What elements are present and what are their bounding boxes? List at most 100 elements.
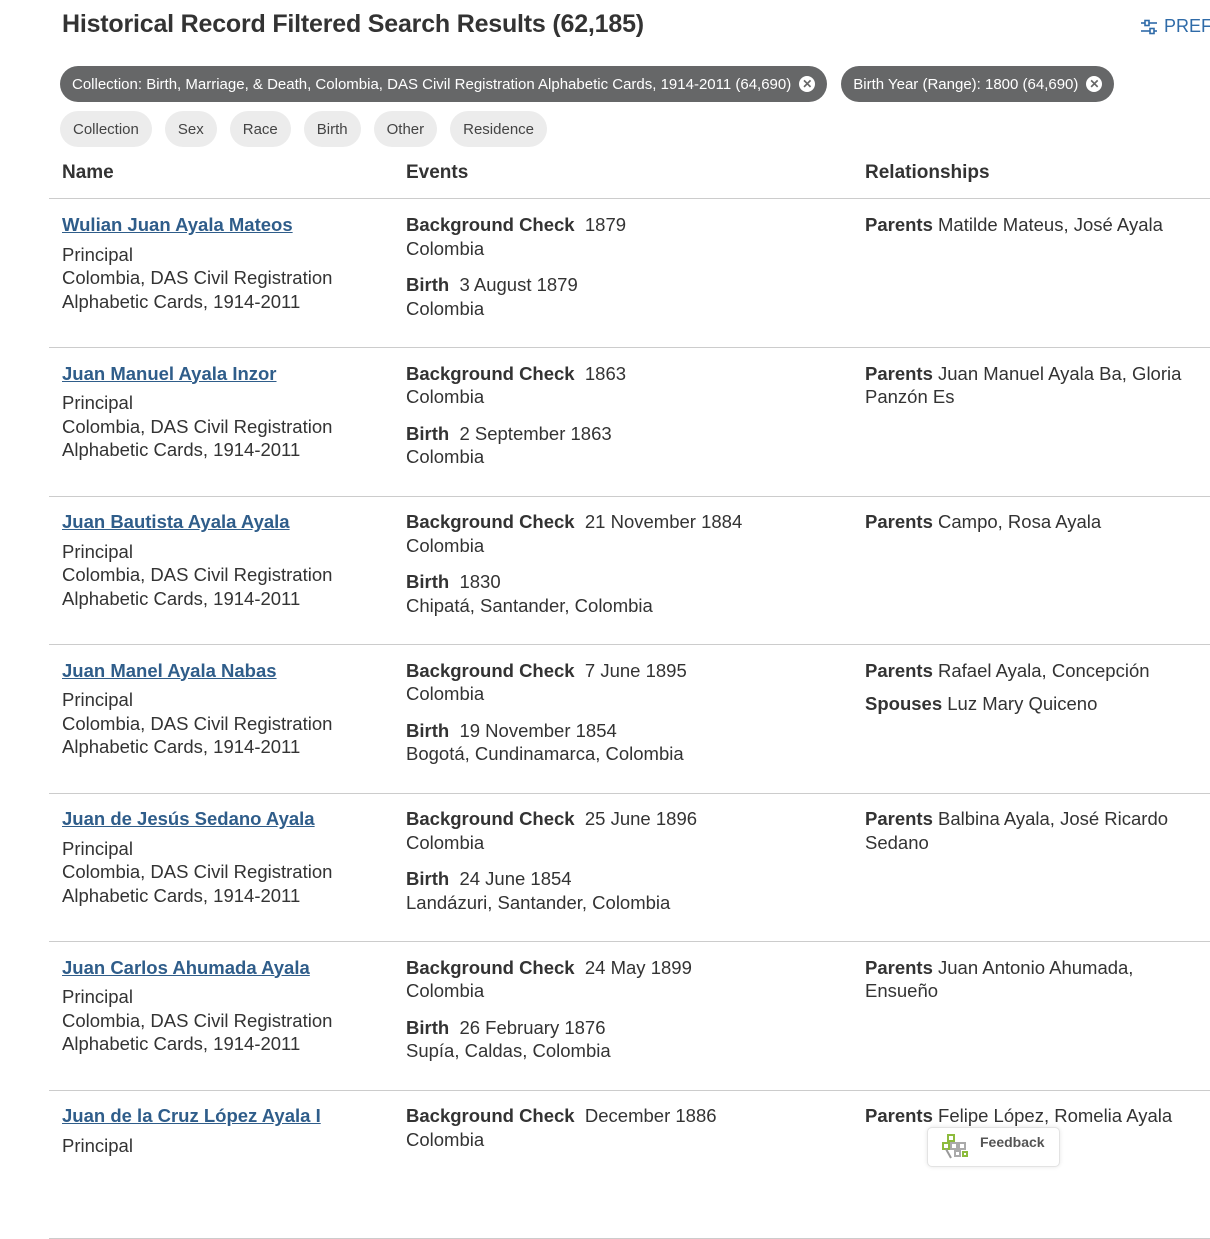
event-place: Colombia [406,980,485,1001]
relationship: Parents Campo, Rosa Ayala [865,510,1205,534]
active-filter-collection[interactable]: Collection: Birth, Marriage, & Death, Co… [60,66,828,102]
event: Background Check 24 May 1899 Colombia [406,956,846,1003]
record-name-link[interactable]: Juan Bautista Ayala Ayala [62,511,290,532]
filter-birth[interactable]: Birth [303,111,361,147]
event-date: 7 June 1895 [584,659,687,681]
record-collection: Colombia, DAS Civil Registration Alphabe… [62,415,333,461]
event: Birth 26 February 1876 Supía, Caldas, Co… [406,1016,846,1063]
family-tree-icon [942,1134,968,1159]
record-collection: Colombia, DAS Civil Registration Alphabe… [62,712,333,758]
relationship-names: Juan Antonio Ahumada, Ensueño [865,956,1134,1002]
relationships-cell: Parents Juan Manuel Ayala Ba, Gloria Pan… [865,362,1205,419]
events-cell: Background Check 7 June 1895 Colombia Bi… [406,659,846,779]
record-collection: Colombia, DAS Civil Registration Alphabe… [62,267,333,312]
record-collection: Colombia, DAS Civil Registration Alphabe… [62,564,333,609]
feedback-label: Feedback [980,1134,1045,1150]
event: Birth 1830 Chipatá, Santander, Colombia [406,570,846,617]
record-name-link[interactable]: Juan Carlos Ahumada Ayala [62,956,310,978]
result-row: Juan de Jesús Sedano Ayala Principal Col… [49,793,1210,942]
relationship: Parents Balbina Ayala, José Ricardo Seda… [865,807,1205,854]
name-cell: Juan de la Cruz López Ayala I Principal [62,1104,382,1157]
remove-icon[interactable]: ✕ [1086,76,1103,92]
event-type: Birth [406,719,450,741]
active-filter-birth-year[interactable]: Birth Year (Range): 1800 (64,690) ✕ [841,66,1115,102]
record-name-link[interactable]: Juan Manuel Ayala Inzor [62,362,277,384]
filter-sex[interactable]: Sex [164,111,217,147]
event-date: 19 November 1854 [459,719,617,741]
events-cell: Background Check December 1886 Colombia [406,1104,846,1164]
record-name-link[interactable]: Juan de Jesús Sedano Ayala [62,808,315,829]
event-place: Bogotá, Cundinamarca, Colombia [406,743,684,764]
event-place: Colombia [406,1128,485,1150]
event: Background Check 1863 Colombia [406,362,846,409]
event-type: Background Check [406,1105,575,1126]
events-cell: Background Check 1863 Colombia Birth 2 S… [406,362,846,482]
event-date: 24 May 1899 [584,956,692,978]
filter-collection[interactable]: Collection [60,111,152,147]
event-type: Background Check [406,362,575,384]
active-filters: Collection: Birth, Marriage, & Death, Co… [60,66,1115,102]
event: Birth 2 September 1863 Colombia [406,422,846,469]
filter-chip-label: Collection: Birth, Marriage, & Death, Co… [72,75,792,93]
event-date: 2 September 1863 [459,422,612,444]
filter-race[interactable]: Race [229,111,291,147]
relationship: Spouses Luz Mary Quiceno [865,692,1205,716]
filter-chip-label: Birth Year (Range): 1800 (64,690) [853,75,1079,93]
name-cell: Juan Bautista Ayala Ayala Principal Colo… [62,510,382,610]
relationship-names: Felipe López, Romelia Ayala [938,1105,1173,1126]
column-events: Events [406,162,469,183]
event-place: Colombia [406,683,485,704]
event-place: Colombia [406,534,485,556]
relationship-type: Parents [865,511,933,532]
result-row: Juan Manuel Ayala Inzor Principal Colomb… [49,348,1210,497]
relationships-cell: Parents Matilde Mateus, José Ayala [865,213,1205,247]
relationship-type: Parents [865,659,933,681]
result-row: Juan Carlos Ahumada Ayala Principal Colo… [49,942,1210,1091]
relationship-type: Parents [865,956,933,978]
events-cell: Background Check 1879 Colombia Birth 3 A… [406,213,846,333]
relationship: Parents Juan Manuel Ayala Ba, Gloria Pan… [865,362,1205,409]
event: Background Check 1879 Colombia [406,213,846,260]
filter-other[interactable]: Other [373,111,438,147]
event-date: 26 February 1876 [459,1016,606,1038]
record-name-link[interactable]: Juan de la Cruz López Ayala I [62,1105,321,1126]
event-date: 1879 [584,214,627,235]
relationship-names: Matilde Mateus, José Ayala [938,214,1163,235]
record-role: Principal [62,689,133,710]
column-relationships: Relationships [865,162,990,183]
event-place: Chipatá, Santander, Colombia [406,594,653,616]
page-title: Historical Record Filtered Search Result… [62,10,644,38]
event-type: Birth [406,868,450,889]
filter-residence[interactable]: Residence [450,111,548,147]
event-place: Colombia [406,831,485,853]
preferences-button[interactable]: PREFI [1140,16,1210,37]
relationship-names: Rafael Ayala, Concepción [938,659,1150,681]
relationships-cell: Parents Campo, Rosa Ayala [865,510,1205,544]
record-name-link[interactable]: Juan Manel Ayala Nabas [62,659,277,681]
event: Birth 19 November 1854 Bogotá, Cundinama… [406,719,846,766]
column-name: Name [62,162,114,183]
remove-icon[interactable]: ✕ [799,76,816,92]
event-date: 3 August 1879 [459,274,578,295]
event-date: 1830 [459,571,501,592]
sliders-icon [1141,19,1157,34]
record-role: Principal [62,986,133,1007]
events-cell: Background Check 25 June 1896 Colombia B… [406,807,846,927]
feedback-button[interactable]: Feedback [927,1127,1060,1167]
event: Birth 3 August 1879 Colombia [406,273,846,320]
event: Background Check 21 November 1884 Colomb… [406,510,846,557]
event-type: Background Check [406,214,575,235]
event-place: Landázuri, Santander, Colombia [406,891,671,913]
event-type: Background Check [406,808,575,829]
events-cell: Background Check 21 November 1884 Colomb… [406,510,846,630]
event-place: Colombia [406,297,485,319]
event-date: 21 November 1884 [584,511,743,532]
event-type: Background Check [406,511,575,532]
event: Background Check 7 June 1895 Colombia [406,659,846,706]
relationship-type: Parents [865,362,933,384]
event-type: Birth [406,422,450,444]
relationships-cell: Parents Felipe López, Romelia Ayala [865,1104,1205,1138]
record-name-link[interactable]: Wulian Juan Ayala Mateos [62,214,293,235]
name-cell: Juan Carlos Ahumada Ayala Principal Colo… [62,956,382,1056]
relationship-names: Campo, Rosa Ayala [938,511,1102,532]
